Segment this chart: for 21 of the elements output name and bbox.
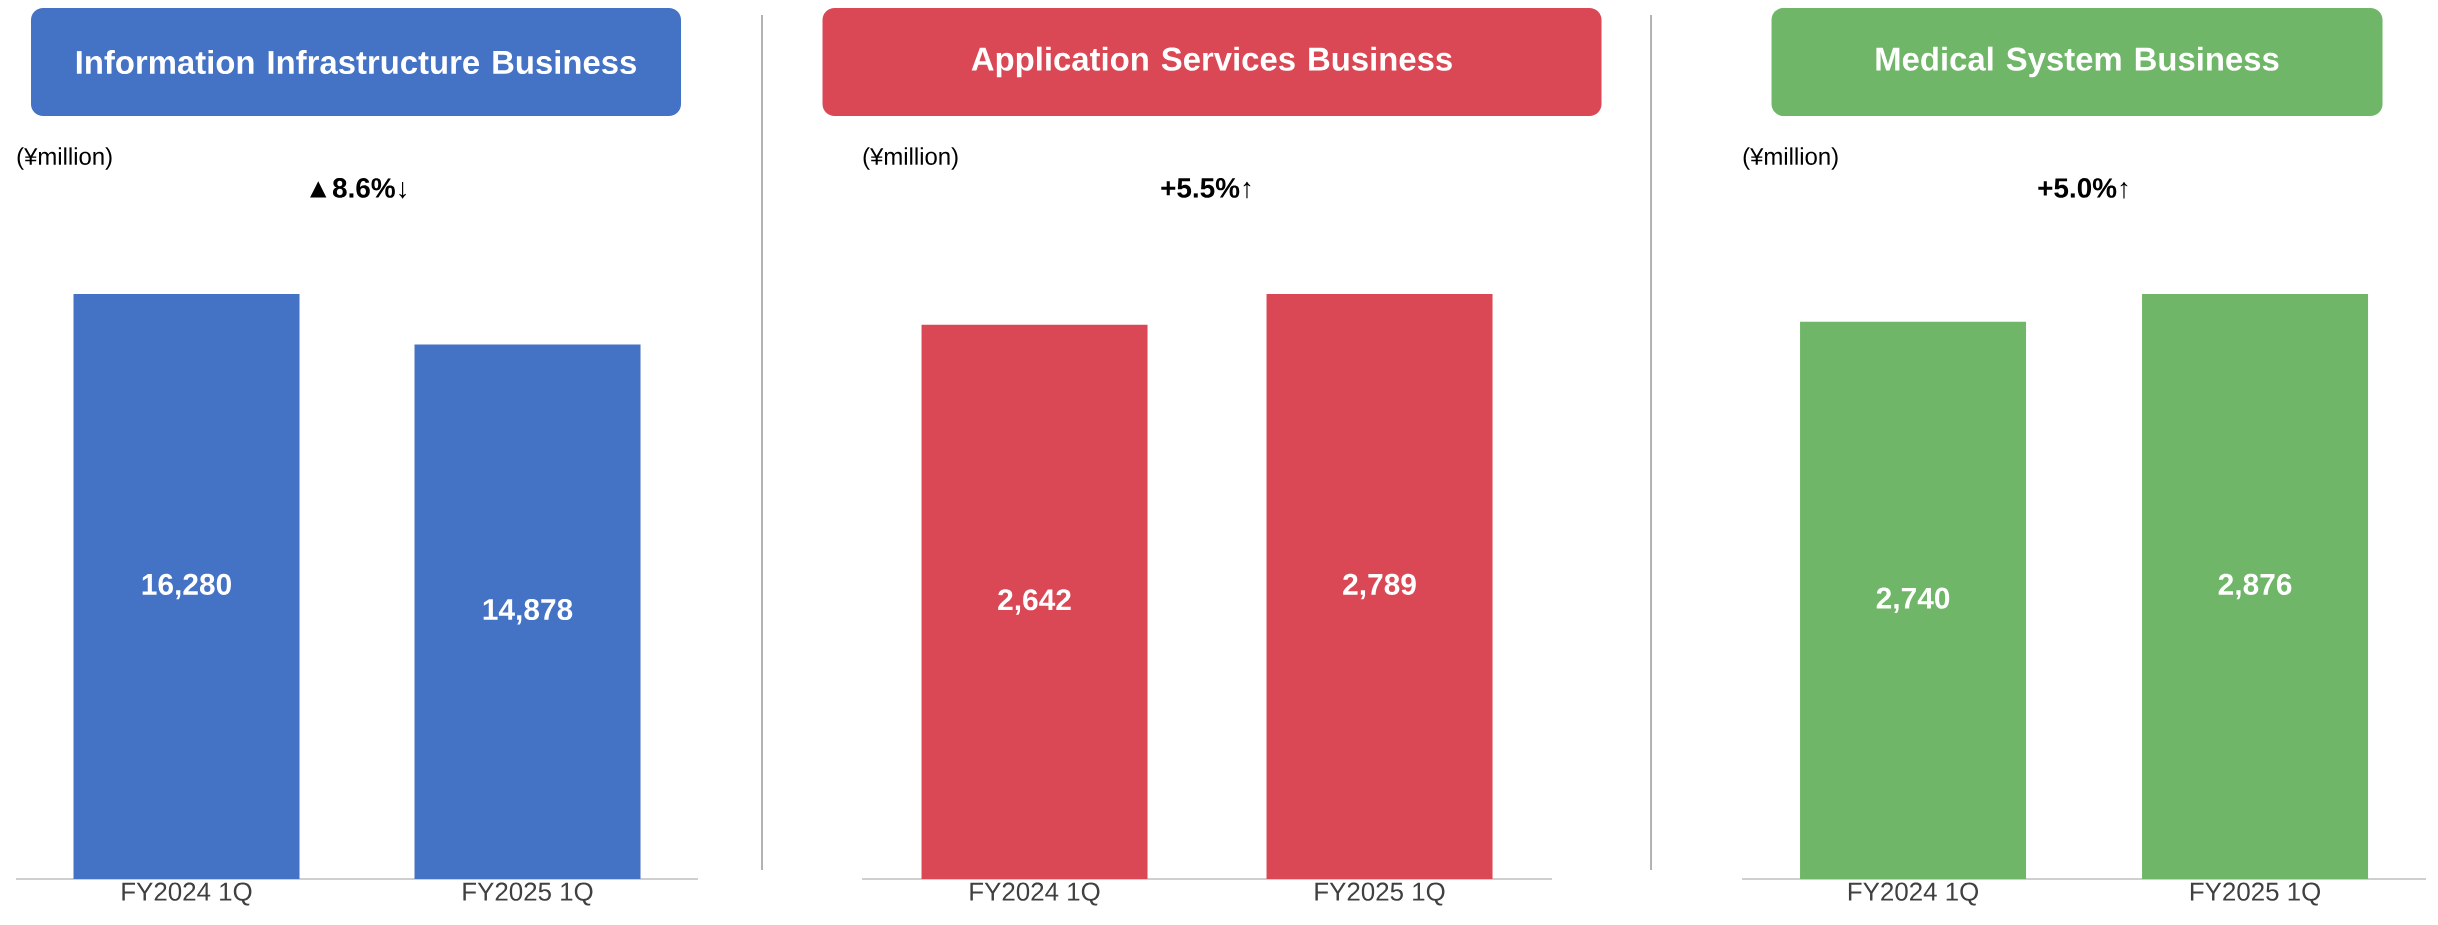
chart-title: Medical System Business xyxy=(1876,46,2279,78)
data-label: 2,740 xyxy=(1876,587,1950,614)
data-label: 2,642 xyxy=(998,589,1071,615)
data-label: 16,280 xyxy=(142,573,231,600)
y-axis-title: (¥million) xyxy=(1743,147,1838,170)
data-label: 14,878 xyxy=(483,598,573,625)
data-label: 2,789 xyxy=(1343,573,1416,600)
text: +5.5%↑ xyxy=(1161,178,1251,199)
x-tick-label: FY2024 1Q xyxy=(122,882,252,906)
chart-title: Application Services Business xyxy=(971,46,1452,78)
chart-title: Information Infrastructure Business xyxy=(76,49,636,75)
x-tick-label: FY2024 1Q xyxy=(970,882,1100,906)
x-tick-label: FY2025 1Q xyxy=(2190,882,2321,906)
y-axis-title: (¥million) xyxy=(17,147,112,170)
y-axis-title: (¥million) xyxy=(863,147,958,170)
x-tick-label: FY2025 1Q xyxy=(1315,882,1445,906)
data-label: 2,876 xyxy=(2218,573,2292,600)
x-tick-label: FY2024 1Q xyxy=(1848,882,1978,906)
x-tick-label: FY2025 1Q xyxy=(463,882,593,906)
text: +5.0%↑ xyxy=(2038,178,2128,199)
text: ▲8.6%↓ xyxy=(310,178,406,199)
